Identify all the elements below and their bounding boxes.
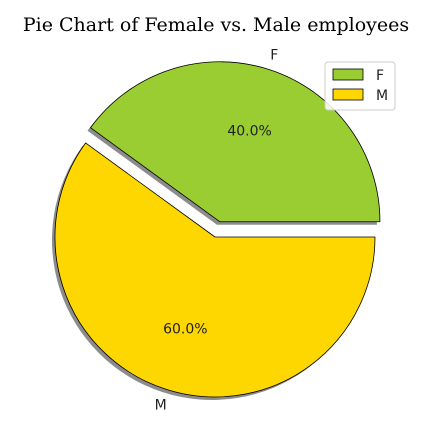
pie-slice-f: [90, 61, 381, 223]
pct-label-m: 60.0%: [163, 321, 207, 337]
legend: FM: [324, 61, 396, 111]
pct-label-f: 40.0%: [227, 123, 271, 139]
slice-label-f: F: [270, 47, 278, 63]
slice-labels: 40.0% F 60.0% M: [155, 47, 279, 413]
pie-slice-m: [54, 142, 376, 398]
legend-swatch-m: [332, 88, 364, 101]
legend-swatch-f: [332, 68, 364, 81]
pie-slices: [54, 61, 381, 398]
legend-label-f: F: [376, 68, 384, 84]
legend-label-m: M: [376, 88, 388, 104]
slice-label-m: M: [155, 397, 167, 413]
chart-title: Pie Chart of Female vs. Male employees: [23, 14, 409, 36]
